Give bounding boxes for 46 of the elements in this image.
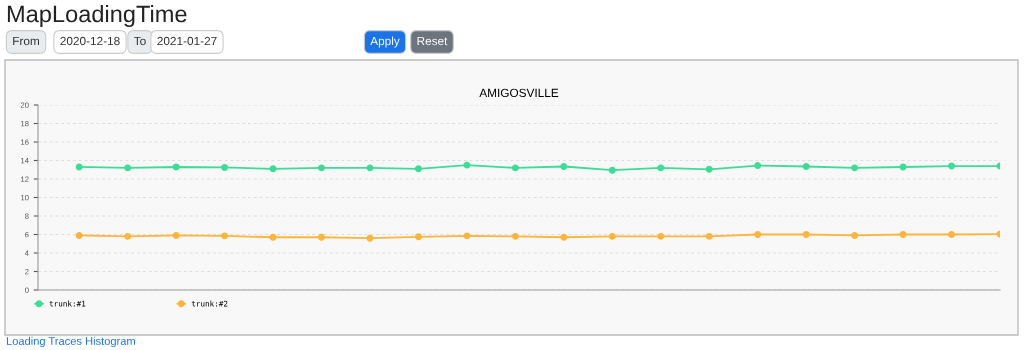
point	[657, 164, 665, 172]
point	[414, 233, 422, 241]
point	[366, 164, 374, 172]
point	[511, 164, 519, 172]
point	[802, 163, 810, 170]
point	[851, 231, 859, 239]
text: From	[13, 36, 39, 46]
point	[221, 232, 229, 240]
text: Reset	[417, 36, 448, 46]
point	[463, 161, 471, 169]
point	[851, 164, 859, 172]
point	[560, 163, 568, 170]
point	[269, 233, 277, 241]
point	[269, 165, 277, 173]
point	[124, 164, 132, 172]
point	[608, 166, 616, 174]
point	[75, 231, 83, 239]
point	[560, 233, 568, 241]
point	[75, 163, 83, 171]
text: Loading Traces Histogram	[6, 336, 135, 348]
point	[657, 232, 665, 240]
point	[172, 163, 180, 171]
point	[948, 231, 956, 238]
point	[754, 231, 762, 238]
text: Apply	[370, 36, 400, 48]
point	[802, 231, 810, 238]
point	[318, 164, 325, 172]
point	[948, 162, 956, 170]
point	[366, 234, 374, 242]
point	[705, 232, 713, 240]
point	[414, 165, 422, 173]
point	[124, 232, 132, 240]
point	[705, 165, 713, 173]
point	[463, 232, 471, 240]
text: To	[134, 36, 146, 46]
point	[608, 232, 616, 240]
text: 2021-01-27	[157, 36, 217, 46]
text: 2020-12-18	[60, 36, 120, 46]
chart-subtitle: AMIGOSVILLE	[479, 88, 559, 98]
point	[221, 163, 229, 171]
point	[172, 231, 180, 239]
chart-title: MapLoadingTime	[7, 5, 187, 27]
point	[318, 233, 325, 241]
point	[511, 232, 519, 240]
point	[754, 162, 762, 170]
point	[899, 231, 907, 238]
